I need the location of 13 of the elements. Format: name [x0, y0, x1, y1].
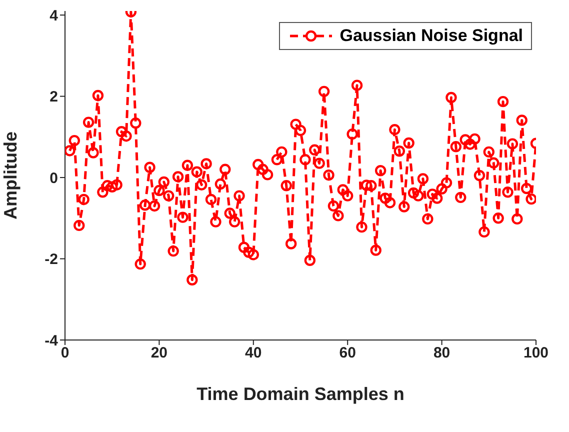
x-tick-label: 100: [523, 344, 549, 362]
y-tick-label: 2: [50, 88, 58, 106]
y-axis-title: Amplitude: [0, 132, 20, 220]
x-tick-label: 60: [339, 344, 356, 362]
x-tick-label: 20: [150, 344, 168, 362]
x-axis-title: Time Domain Samples n: [196, 384, 404, 404]
y-tick-label: 0: [50, 170, 58, 187]
y-tick-label: -4: [44, 332, 59, 350]
y-tick-label: 4: [50, 7, 59, 24]
y-tick-label: -2: [44, 251, 58, 268]
x-tick-label: 40: [245, 344, 262, 362]
x-tick-label: 80: [433, 344, 450, 362]
legend-label: Gaussian Noise Signal: [340, 26, 523, 46]
